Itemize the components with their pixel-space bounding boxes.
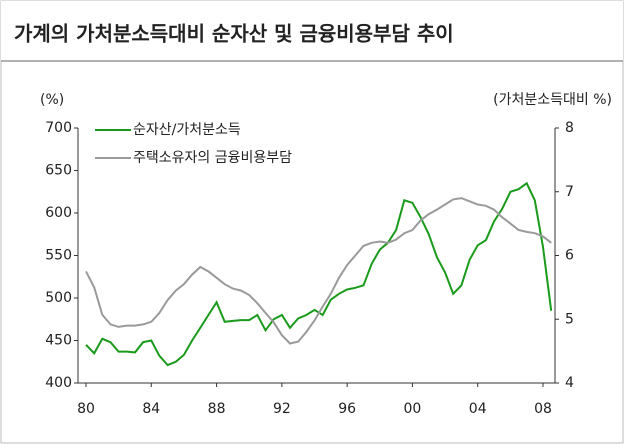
y-tick-label: 650 [45,163,72,179]
y-tick-label: 450 [45,333,72,349]
x-tick-label: 92 [273,401,291,417]
y2-tick-label: 5 [565,311,574,327]
y2-tick-label: 7 [565,184,574,200]
y-tick-label: 500 [45,290,72,306]
y2-tick-label: 6 [565,248,574,264]
legend-label: 주택소유자의 금융비용부담 [133,150,292,166]
title-band [1,1,623,61]
chart-title: 가계의 가처분소득대비 순자산 및 금융비용부담 추이 [14,22,454,46]
x-tick-label: 84 [142,401,160,417]
series-line [85,197,552,345]
x-tick-label: 08 [534,401,552,417]
y2-axis-label: (가처분소득대비 %) [493,92,612,108]
y2-tick-label: 8 [565,120,574,136]
y-tick-label: 550 [45,248,72,264]
y-tick-label: 600 [45,205,72,221]
x-tick-label: 80 [77,401,95,417]
y2-tick-label: 4 [565,375,574,391]
y-tick-label: 400 [45,375,72,391]
x-tick-label: 96 [338,401,356,417]
x-tick-label: 00 [404,401,422,417]
x-tick-label: 04 [469,401,487,417]
legend-label: 순자산/가처분소득 [133,122,241,138]
x-tick-label: 88 [208,401,226,417]
y-tick-label: 700 [45,120,72,136]
y-axis-label: (%) [40,92,64,108]
